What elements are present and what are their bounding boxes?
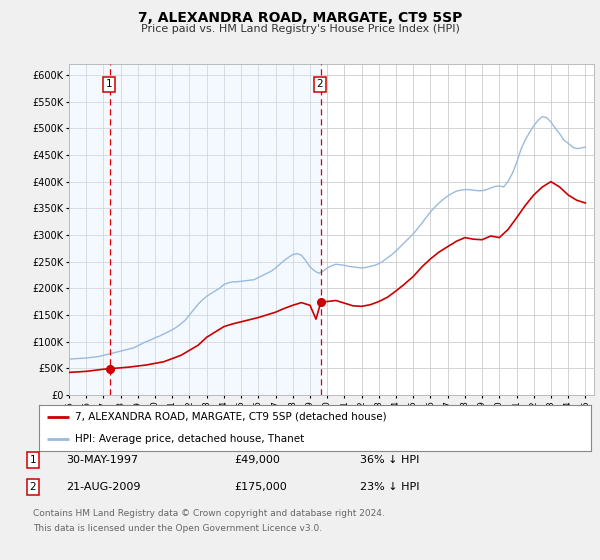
Text: 7, ALEXANDRA ROAD, MARGATE, CT9 5SP (detached house): 7, ALEXANDRA ROAD, MARGATE, CT9 5SP (det… [75, 412, 386, 422]
Text: 36% ↓ HPI: 36% ↓ HPI [360, 455, 419, 465]
Text: Contains HM Land Registry data © Crown copyright and database right 2024.: Contains HM Land Registry data © Crown c… [33, 509, 385, 518]
Text: 23% ↓ HPI: 23% ↓ HPI [360, 482, 419, 492]
Text: Price paid vs. HM Land Registry's House Price Index (HPI): Price paid vs. HM Land Registry's House … [140, 24, 460, 34]
Text: £175,000: £175,000 [234, 482, 287, 492]
Text: 2: 2 [29, 482, 37, 492]
Text: 1: 1 [29, 455, 37, 465]
Text: 2: 2 [317, 80, 323, 90]
Bar [110, 64, 321, 395]
Text: 30-MAY-1997: 30-MAY-1997 [66, 455, 138, 465]
Bar [69, 64, 110, 395]
Text: 1: 1 [106, 80, 112, 90]
Text: 21-AUG-2009: 21-AUG-2009 [66, 482, 140, 492]
Text: This data is licensed under the Open Government Licence v3.0.: This data is licensed under the Open Gov… [33, 524, 322, 533]
Text: £49,000: £49,000 [234, 455, 280, 465]
Text: HPI: Average price, detached house, Thanet: HPI: Average price, detached house, Than… [75, 434, 304, 444]
Text: 7, ALEXANDRA ROAD, MARGATE, CT9 5SP: 7, ALEXANDRA ROAD, MARGATE, CT9 5SP [138, 11, 462, 25]
